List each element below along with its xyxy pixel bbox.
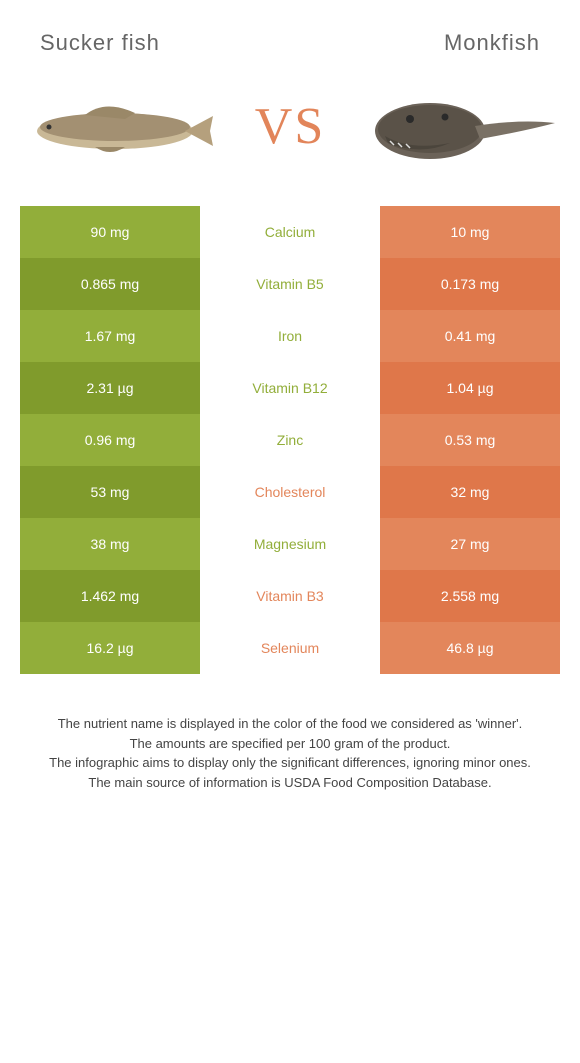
footer-line: The nutrient name is displayed in the co… [30, 714, 550, 734]
right-value: 46.8 µg [380, 622, 560, 674]
left-food-title: Sucker fish [40, 30, 160, 56]
nutrient-name: Cholesterol [200, 466, 380, 518]
left-value: 90 mg [20, 206, 200, 258]
monkfish-image [360, 76, 560, 176]
header: Sucker fish Monkfish [0, 0, 580, 66]
left-value: 1.67 mg [20, 310, 200, 362]
footer-line: The amounts are specified per 100 gram o… [30, 734, 550, 754]
vs-label: VS [255, 97, 325, 156]
footer-line: The infographic aims to display only the… [30, 753, 550, 773]
table-row: 1.67 mgIron0.41 mg [20, 310, 560, 362]
right-value: 10 mg [380, 206, 560, 258]
nutrient-name: Calcium [200, 206, 380, 258]
left-value: 16.2 µg [20, 622, 200, 674]
footer-notes: The nutrient name is displayed in the co… [0, 674, 580, 812]
table-row: 38 mgMagnesium27 mg [20, 518, 560, 570]
right-value: 1.04 µg [380, 362, 560, 414]
nutrient-name: Vitamin B12 [200, 362, 380, 414]
right-value: 2.558 mg [380, 570, 560, 622]
nutrient-name: Selenium [200, 622, 380, 674]
nutrient-name: Iron [200, 310, 380, 362]
sucker-fish-image [20, 76, 220, 176]
left-value: 0.96 mg [20, 414, 200, 466]
nutrient-name: Magnesium [200, 518, 380, 570]
table-row: 2.31 µgVitamin B121.04 µg [20, 362, 560, 414]
table-row: 0.865 mgVitamin B50.173 mg [20, 258, 560, 310]
table-row: 1.462 mgVitamin B32.558 mg [20, 570, 560, 622]
right-value: 32 mg [380, 466, 560, 518]
left-value: 38 mg [20, 518, 200, 570]
right-value: 27 mg [380, 518, 560, 570]
left-value: 0.865 mg [20, 258, 200, 310]
left-value: 2.31 µg [20, 362, 200, 414]
right-value: 0.53 mg [380, 414, 560, 466]
footer-line: The main source of information is USDA F… [30, 773, 550, 793]
table-row: 90 mgCalcium10 mg [20, 206, 560, 258]
images-row: VS [0, 66, 580, 206]
table-row: 53 mgCholesterol32 mg [20, 466, 560, 518]
nutrient-name: Vitamin B5 [200, 258, 380, 310]
right-value: 0.41 mg [380, 310, 560, 362]
left-value: 53 mg [20, 466, 200, 518]
left-value: 1.462 mg [20, 570, 200, 622]
table-row: 16.2 µgSelenium46.8 µg [20, 622, 560, 674]
right-value: 0.173 mg [380, 258, 560, 310]
nutrient-name: Vitamin B3 [200, 570, 380, 622]
nutrient-table: 90 mgCalcium10 mg0.865 mgVitamin B50.173… [20, 206, 560, 674]
right-food-title: Monkfish [444, 30, 540, 56]
nutrient-name: Zinc [200, 414, 380, 466]
table-row: 0.96 mgZinc0.53 mg [20, 414, 560, 466]
